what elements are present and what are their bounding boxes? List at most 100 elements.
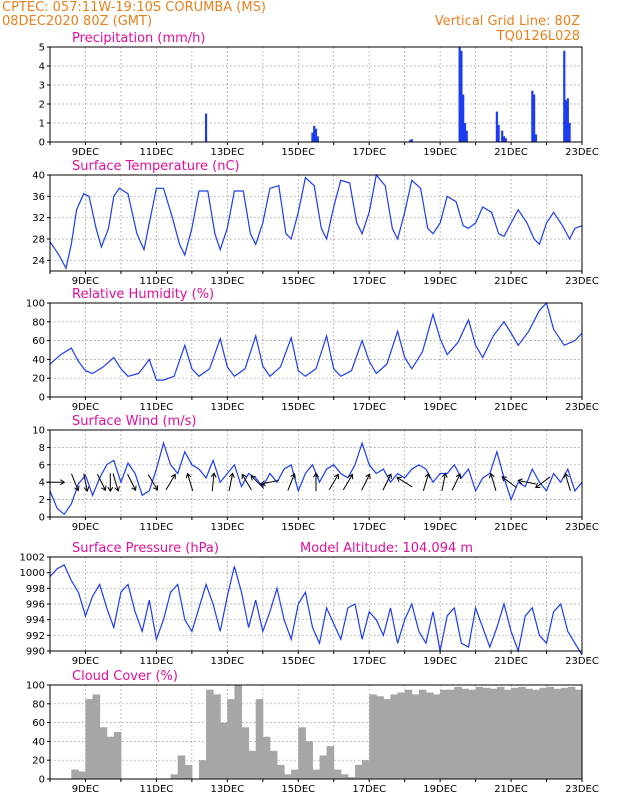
x-tick-label: 19DEC: [423, 522, 457, 533]
pressure-panel: 990 992 994 996 998 1000 1002 9DEC 11DEC 13DEC 15D…: [20, 541, 599, 667]
x-tick-label: 21DEC: [494, 276, 528, 287]
wind-arrow-shaft: [328, 474, 339, 491]
y-tick-label: 4: [39, 478, 45, 489]
x-tick-label: 19DEC: [423, 147, 457, 158]
wind-arrow-shaft: [451, 473, 461, 491]
header-date: 08DEC2020 80Z (GMT): [2, 14, 153, 29]
wind-arrow-head: [74, 485, 80, 492]
wind-arrow: [241, 473, 252, 491]
wind-arrow: [107, 473, 114, 493]
x-tick-label: 13DEC: [210, 276, 244, 287]
cloud-bar: [546, 686, 555, 779]
x-tick-label: 9DEC: [72, 656, 99, 667]
cloud-bar: [71, 769, 79, 779]
temp-frame: [49, 174, 583, 272]
wind-title: Surface Wind (m/s): [72, 414, 196, 429]
cloud-bar: [220, 722, 228, 779]
wind-arrow-shaft: [241, 474, 252, 491]
wind-arrow: [260, 479, 279, 487]
wind-arrow-shaft: [501, 476, 517, 489]
cloud-bar: [411, 694, 420, 779]
y-tick-label: 2: [39, 100, 45, 111]
wind-arrow-head: [290, 472, 296, 479]
wind-arrow-shaft: [211, 473, 215, 492]
y-tick-label: 20: [32, 374, 45, 385]
wind-arrow: [441, 472, 448, 492]
cloud-bar: [369, 694, 377, 779]
y-tick-label: 60: [32, 336, 45, 347]
wind-arrow-head: [114, 486, 120, 492]
wind-arrow-head: [563, 472, 570, 479]
x-tick-label: 9DEC: [72, 784, 99, 795]
x-tick-label: 23DEC: [565, 147, 599, 158]
x-tick-label: 9DEC: [72, 276, 99, 287]
wind-arrow-head: [386, 473, 392, 479]
cloud-bar: [447, 689, 455, 779]
wind-arrow-head: [250, 475, 256, 481]
wind-arrow-head: [260, 480, 266, 487]
wind-arrow-shaft: [260, 479, 279, 485]
y-tick-label: 998: [26, 584, 45, 595]
wind-arrow-shaft: [287, 473, 295, 491]
x-tick-label: 17DEC: [352, 522, 386, 533]
cloud-bar: [503, 689, 512, 779]
wind-arrow-head: [83, 486, 90, 492]
wind-arrow-shaft: [361, 473, 371, 491]
wind-arrow-head: [365, 473, 371, 479]
y-tick-label: 100: [26, 681, 45, 692]
x-tick-label: 17DEC: [352, 784, 386, 795]
x-tick-label: 17DEC: [352, 276, 386, 287]
cloud-title: Cloud Cover (%): [72, 669, 178, 684]
cloud-bar: [482, 687, 491, 779]
cloud-bar: [404, 689, 413, 779]
y-tick-label: 996: [26, 600, 45, 611]
precip-frame: [49, 46, 583, 143]
precip-bar: [564, 100, 568, 142]
x-tick-label: 13DEC: [210, 656, 244, 667]
pressure-annotation: Model Altitude: 104.094 m: [300, 541, 473, 556]
y-tick-label: 80: [32, 317, 45, 328]
x-tick-label: 9DEC: [72, 522, 99, 533]
wind-arrow-shaft: [187, 473, 194, 491]
wind-arrow-shaft: [228, 473, 234, 492]
y-tick-label: 10: [32, 426, 45, 437]
wind-arrow: [185, 472, 194, 491]
wind-arrow: [287, 472, 296, 491]
cloud-bar: [340, 774, 349, 779]
cloud-bar: [78, 771, 86, 779]
wind-arrow: [250, 475, 265, 489]
wind-arrow: [71, 473, 80, 492]
cloud-bar: [518, 686, 526, 779]
wind-arrow: [165, 473, 176, 491]
cloud-bar: [390, 694, 399, 779]
x-tick-label: 17DEC: [352, 656, 386, 667]
y-tick-label: 40: [32, 355, 45, 366]
y-tick-label: 4: [39, 62, 45, 73]
wind-arrow: [396, 476, 413, 488]
wind-arrow-head: [441, 472, 448, 478]
x-tick-label: 13DEC: [210, 147, 244, 158]
cloud-bar: [184, 764, 193, 779]
wind-arrow-head: [60, 479, 66, 486]
x-tick-label: 19DEC: [423, 402, 457, 413]
cloud-bar: [496, 686, 505, 779]
y-tick-label: 60: [32, 718, 45, 729]
wind-arrow: [501, 476, 517, 489]
cloud-bar: [418, 689, 427, 779]
x-tick-label: 23DEC: [565, 522, 599, 533]
cloud-bar: [355, 764, 363, 779]
pressure-title: Surface Pressure (hPa): [72, 541, 219, 556]
wind-arrow: [210, 472, 217, 492]
x-tick-label: 11DEC: [140, 522, 174, 533]
precip-bar: [316, 136, 319, 142]
x-tick-label: 13DEC: [210, 784, 244, 795]
precip-bar: [568, 123, 571, 142]
x-tick-label: 13DEC: [210, 522, 244, 533]
y-tick-label: 994: [26, 615, 45, 626]
wind-arrow-head: [333, 473, 339, 480]
cloud-bar: [553, 688, 562, 779]
cloud-bar: [489, 688, 498, 779]
rh-panel: 0 20 40 60 80 100 9DEC 11DEC 13DEC 15DEC 17DEC 19DE…: [26, 287, 599, 413]
header-run-id: TQ0126L028: [496, 29, 580, 44]
wind-arrow: [361, 473, 371, 491]
